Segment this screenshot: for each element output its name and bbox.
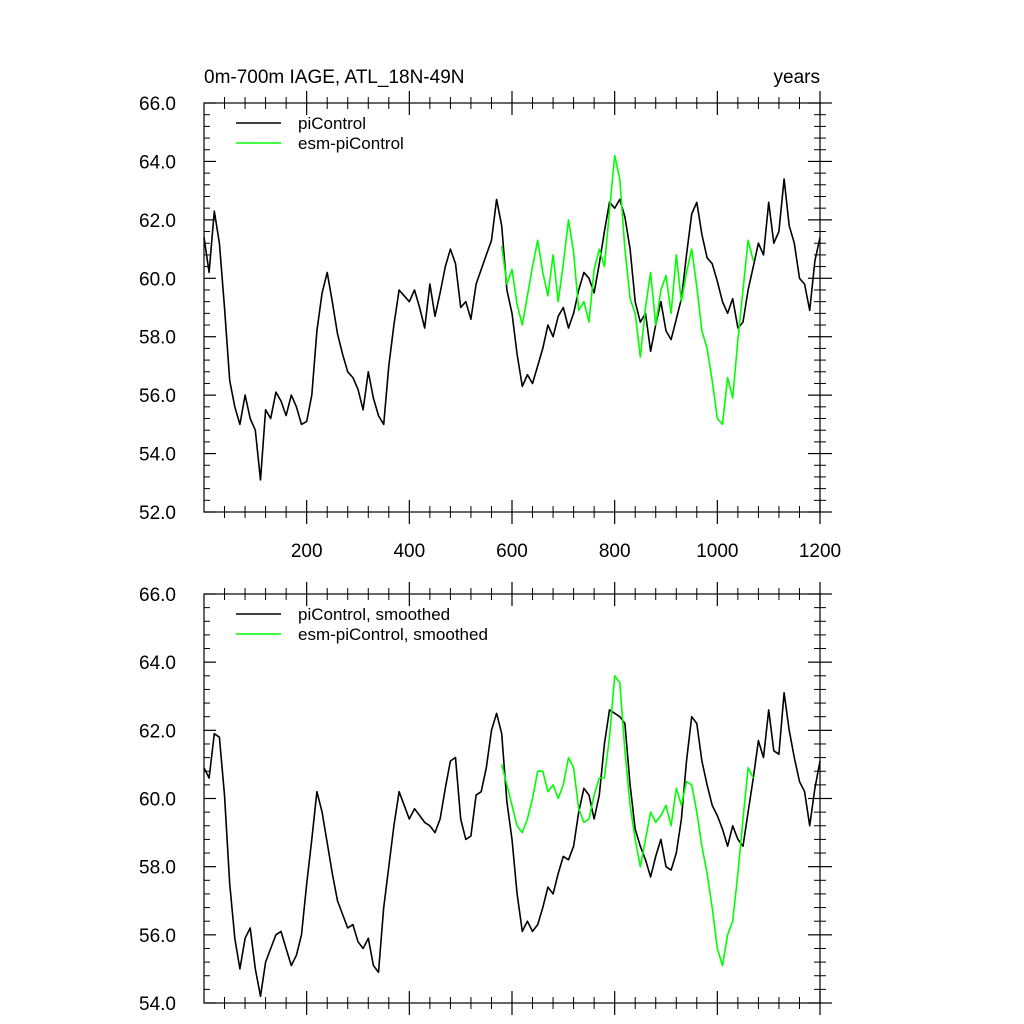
x-tick-label: 600 — [496, 541, 528, 562]
y-tick-label: 62.0 — [139, 721, 176, 742]
chart-top: 0m-700m IAGE, ATL_18N-49N years 200 400 60… — [139, 67, 841, 562]
y-tick-label: 56.0 — [139, 926, 176, 947]
series-line-0 — [203, 178, 821, 481]
y-tick-label: 58.0 — [139, 858, 176, 879]
chart-title: 0m-700m IAGE, ATL_18N-49N — [204, 67, 464, 88]
y-tick-label: 62.0 — [139, 211, 176, 232]
series-line-1 — [500, 674, 755, 967]
chart-title-right: years — [774, 67, 820, 88]
plot-frame — [203, 593, 821, 1004]
x-tick-label: 1200 — [799, 541, 841, 562]
series-line-0 — [203, 691, 821, 998]
x-tick-label: 800 — [599, 541, 631, 562]
y-tick-label: 54.0 — [139, 445, 176, 466]
y-tick-label: 64.0 — [139, 152, 176, 173]
legend-label: piControl, smoothed — [298, 605, 450, 624]
y-tick-label: 58.0 — [139, 328, 176, 349]
series-line-1 — [500, 154, 755, 426]
plot-frame — [203, 102, 821, 513]
legend-label: esm-piControl — [298, 134, 404, 153]
x-tick-label: 400 — [393, 541, 425, 562]
x-tick-label: 1000 — [696, 541, 738, 562]
y-tick-label: 56.0 — [139, 386, 176, 407]
x-tick-label: 200 — [291, 541, 323, 562]
y-tick-label: 52.0 — [139, 503, 176, 524]
y-tick-label: 60.0 — [139, 269, 176, 290]
y-tick-label: 64.0 — [139, 653, 176, 674]
y-tick-label: 66.0 — [139, 94, 176, 115]
y-tick-label: 60.0 — [139, 790, 176, 811]
legend-label: piControl — [298, 114, 366, 133]
legend-label: esm-piControl, smoothed — [298, 625, 488, 644]
y-tick-label: 54.0 — [139, 994, 176, 1015]
y-tick-label: 66.0 — [139, 585, 176, 606]
chart-bottom: 54.0 56.0 58.0 60.0 62.0 64.0 66.0 piControl, s… — [139, 582, 832, 1015]
